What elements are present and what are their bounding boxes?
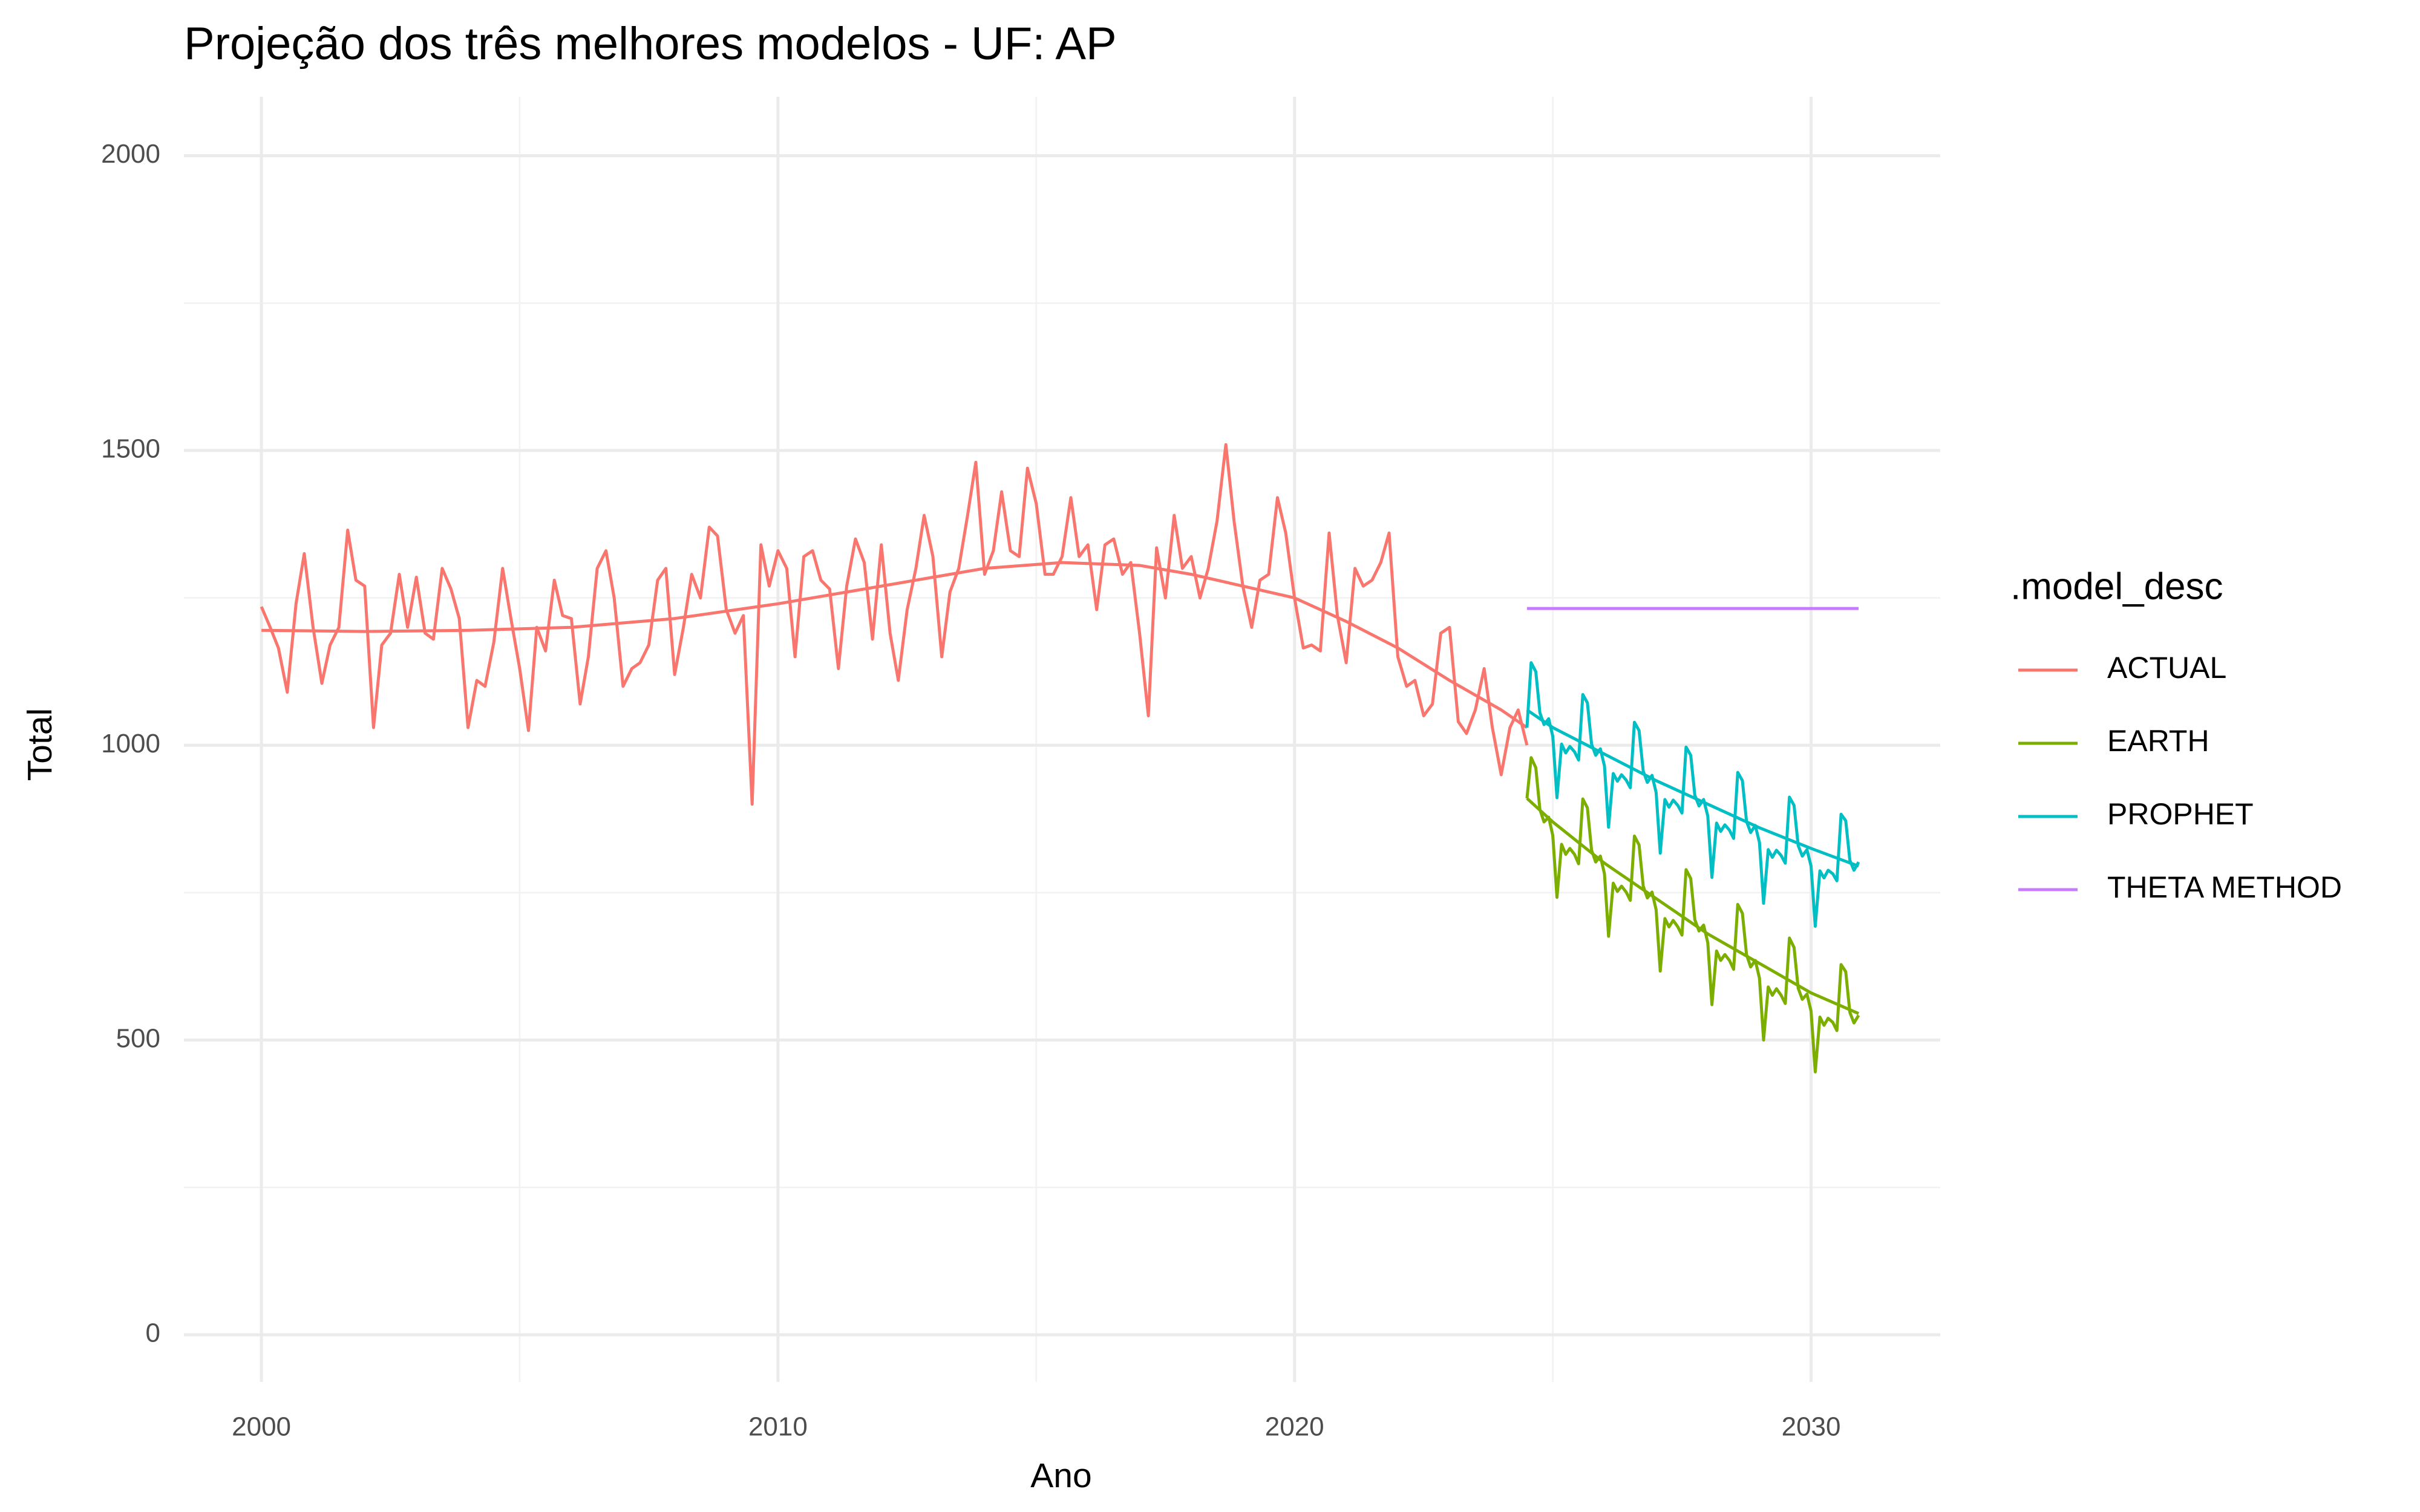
y-tick-label: 0 <box>146 1318 160 1348</box>
chart-title: Projeção dos três melhores modelos - UF:… <box>184 18 1117 70</box>
legend-label: ACTUAL <box>2107 651 2226 685</box>
plot-area <box>260 443 1860 1074</box>
x-axis-title: Ano <box>1030 1456 1091 1495</box>
series-line <box>1525 756 1860 1074</box>
x-tick-label: 2010 <box>748 1412 808 1442</box>
y-tick-label: 2000 <box>101 139 160 169</box>
grid: 0 500 1000 1500 2000 2000 2010 2020 2030 <box>101 97 1940 1442</box>
trend-line <box>1526 708 1859 868</box>
x-tick-label: 2020 <box>1265 1412 1324 1442</box>
legend-label: EARTH <box>2107 724 2209 758</box>
y-tick-label: 500 <box>116 1023 160 1053</box>
trend-line <box>1526 797 1860 1015</box>
trend-line <box>261 561 1528 729</box>
legend-label: PROPHET <box>2107 797 2254 831</box>
x-tick-label: 2030 <box>1782 1412 1841 1442</box>
y-axis-title: Total <box>21 708 59 781</box>
series-line <box>1525 661 1860 928</box>
series-line <box>260 443 1529 806</box>
y-tick-label: 1500 <box>101 434 160 463</box>
x-tick-label: 2000 <box>232 1412 291 1442</box>
legend-title: .model_desc <box>2010 565 2223 607</box>
y-tick-label: 1000 <box>101 729 160 758</box>
legend-label: THETA METHOD <box>2107 870 2342 904</box>
legend: .model_desc ACTUAL EARTH PROPHET THETA METHO… <box>2010 565 2342 904</box>
